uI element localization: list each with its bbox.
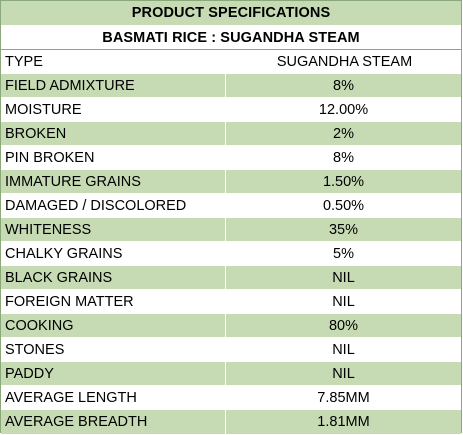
- sheet-title: PRODUCT SPECIFICATIONS: [1, 1, 461, 26]
- sheet-subtitle: BASMATI RICE : SUGANDHA STEAM: [1, 26, 461, 50]
- row-value: 5%: [333, 245, 354, 262]
- table-row: WHITENESS 35%: [1, 218, 461, 242]
- row-value: 8%: [333, 149, 354, 166]
- row-value: NIL: [332, 341, 355, 358]
- row-label: AVERAGE LENGTH: [1, 386, 226, 409]
- row-label: COOKING: [1, 314, 226, 337]
- row-label: AVERAGE BREADTH: [1, 410, 226, 434]
- row-value: 80%: [328, 317, 359, 334]
- row-value: 1.50%: [322, 173, 365, 190]
- row-label: CHALKY GRAINS: [1, 242, 226, 265]
- row-label: FOREIGN MATTER: [1, 290, 226, 313]
- row-value: 7.85MM: [317, 389, 370, 406]
- row-value: NIL: [332, 365, 355, 382]
- table-row: PADDY NIL: [1, 362, 461, 386]
- table-row: BROKEN 2%: [1, 122, 461, 146]
- row-label: PADDY: [1, 362, 226, 385]
- row-value: 12.00%: [318, 101, 369, 118]
- table-row: IMMATURE GRAINS 1.50%: [1, 170, 461, 194]
- table-header-row: TYPE SUGANDHA STEAM: [1, 50, 461, 74]
- header-value: SUGANDHA STEAM: [276, 53, 413, 70]
- table-row: COOKING 80%: [1, 314, 461, 338]
- row-label: BLACK GRAINS: [1, 266, 226, 289]
- row-value: 1.81MM: [317, 414, 370, 430]
- table-row: FIELD ADMIXTURE 8%: [1, 74, 461, 98]
- row-label: DAMAGED / DISCOLORED: [1, 194, 226, 217]
- table-row: PIN BROKEN 8%: [1, 146, 461, 170]
- table-row: CHALKY GRAINS 5%: [1, 242, 461, 266]
- table-row: DAMAGED / DISCOLORED 0.50%: [1, 194, 461, 218]
- row-value: 2%: [333, 125, 354, 142]
- row-label: WHITENESS: [1, 218, 226, 241]
- table-row: FOREIGN MATTER NIL: [1, 290, 461, 314]
- table-row: AVERAGE BREADTH 1.81MM: [1, 410, 461, 434]
- row-value: NIL: [332, 293, 355, 310]
- row-label: FIELD ADMIXTURE: [1, 74, 226, 97]
- row-label: STONES: [1, 338, 226, 361]
- table-row: STONES NIL: [1, 338, 461, 362]
- row-label: IMMATURE GRAINS: [1, 170, 226, 193]
- row-value: NIL: [332, 269, 355, 286]
- row-value: 8%: [333, 77, 354, 94]
- table-row: AVERAGE LENGTH 7.85MM: [1, 386, 461, 410]
- row-value: 0.50%: [322, 197, 365, 214]
- row-value: 35%: [328, 221, 359, 238]
- row-label: MOISTURE: [1, 98, 226, 121]
- row-label: BROKEN: [1, 122, 226, 145]
- table-row: MOISTURE 12.00%: [1, 98, 461, 122]
- header-label: TYPE: [1, 50, 226, 73]
- table-row: BLACK GRAINS NIL: [1, 266, 461, 290]
- row-label: PIN BROKEN: [1, 146, 226, 169]
